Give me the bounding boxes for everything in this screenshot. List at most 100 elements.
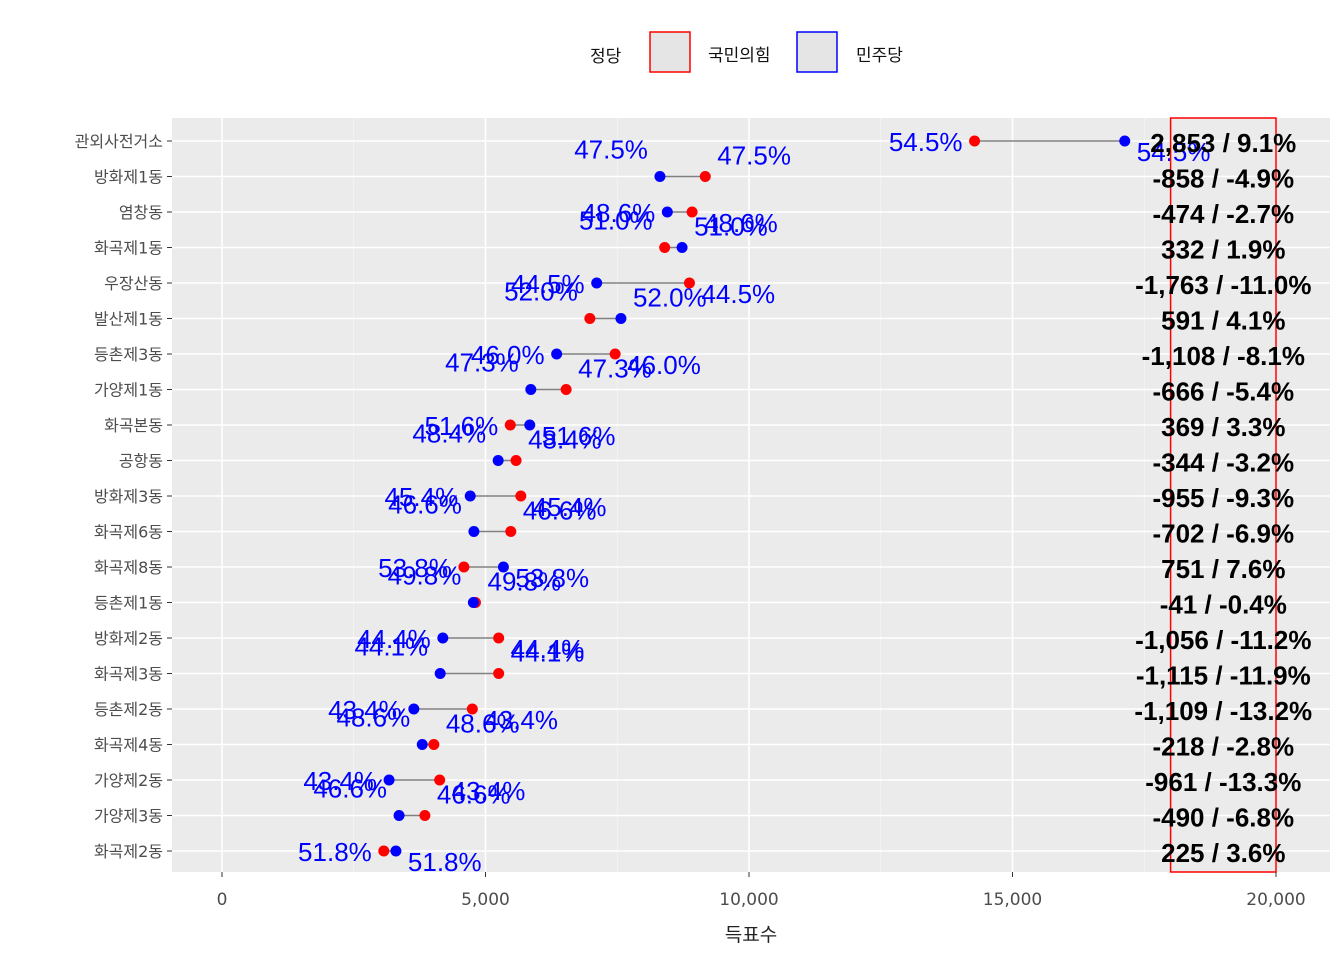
y-tick-label: 화곡제2동 (94, 842, 163, 861)
point-dp (437, 632, 449, 644)
y-tick-label: 화곡본동 (104, 416, 163, 435)
point-dp (676, 242, 688, 253)
pct-label-left: 43.4% (303, 766, 377, 796)
diff-label: -955 / -9.3% (1152, 483, 1294, 513)
pct-label-left: 53.8% (378, 553, 452, 583)
plot-panel (172, 118, 1330, 872)
pct-label-right: 44.1% (511, 638, 585, 668)
point-dp (468, 526, 480, 537)
point-ppp (428, 739, 440, 750)
diff-label: -1,109 / -13.2% (1134, 696, 1312, 726)
pct-label-right: 46.6% (523, 496, 597, 526)
point-dp (1119, 135, 1131, 147)
legend-key-dp (796, 31, 838, 73)
point-ppp (505, 526, 517, 537)
pct-label-right: 48.6% (704, 208, 778, 238)
pct-label-left: 47.5% (574, 135, 648, 165)
pct-label-right: 44.5% (701, 279, 775, 309)
point-ppp (378, 845, 390, 857)
point-ppp (493, 668, 505, 679)
pct-label-left: 49.8% (388, 561, 462, 591)
diff-label: -41 / -0.4% (1160, 590, 1287, 620)
pct-label-right: 46.6% (437, 780, 511, 810)
pct-label-right: 44.4% (511, 634, 585, 664)
pct-label-right: 47.5% (717, 141, 791, 171)
pct-label-right: 51.6% (542, 421, 616, 451)
diff-label: -961 / -13.3% (1145, 767, 1301, 797)
diff-label: -490 / -6.8% (1152, 803, 1294, 833)
y-tick-label: 방화제2동 (94, 629, 163, 648)
diff-label: -666 / -5.4% (1152, 377, 1294, 407)
x-tick-label: 0 (217, 890, 228, 910)
pct-label-right: 51.0% (694, 212, 768, 242)
pct-label-right: 45.4% (533, 492, 607, 522)
point-ppp (493, 632, 505, 644)
diff-label: -1,763 / -11.0% (1135, 270, 1311, 300)
y-tick-label: 화곡제8동 (94, 558, 163, 577)
point-dp (416, 739, 428, 750)
diff-label: -1,056 / -11.2% (1135, 625, 1311, 655)
y-tick-label: 등촌제3동 (94, 345, 163, 364)
x-tick-label: 15,000 (983, 890, 1042, 910)
pct-label-left: 54.5% (889, 127, 963, 157)
point-ppp (504, 419, 516, 431)
pct-label-right: 53.8% (515, 563, 589, 593)
point-ppp (419, 810, 431, 821)
y-tick-label: 가양제3동 (94, 807, 163, 826)
diff-label: -344 / -3.2% (1152, 448, 1294, 478)
pct-label-right: 48.6% (446, 709, 520, 739)
pct-label-left: 44.5% (511, 269, 585, 299)
pct-label-left: 46.6% (388, 490, 462, 520)
point-dp (408, 703, 420, 715)
pct-label-left: 46.0% (471, 340, 545, 370)
data-labels: 54.5% 54.5%47.5% 47.5%48.6% 48.6%51.0% 51.0%… (298, 127, 1210, 877)
diff-label: -218 / -2.8% (1152, 732, 1294, 762)
point-dp (434, 668, 446, 679)
diff-label: 369 / 3.3% (1161, 412, 1285, 442)
point-ppp (458, 561, 470, 573)
pct-label-right: 54.5% (1137, 137, 1211, 167)
y-tick-label: 화곡제6동 (94, 523, 163, 542)
pct-label-left: 48.6% (582, 198, 656, 228)
point-dp (383, 774, 395, 786)
legend: 정당 국민의힘 민주당 (590, 31, 903, 73)
y-tick-label: 가양제2동 (94, 771, 163, 790)
pct-label-left: 46.6% (313, 774, 387, 804)
legend-title: 정당 (590, 47, 622, 67)
diff-label: -474 / -2.7% (1152, 199, 1294, 229)
point-dp (390, 845, 402, 857)
point-ppp (584, 313, 596, 324)
x-axis-title: 득표수 (725, 924, 777, 946)
diff-label: 225 / 3.6% (1161, 838, 1285, 868)
diff-label: 332 / 1.9% (1161, 235, 1285, 265)
y-tick-label: 방화제3동 (94, 487, 163, 506)
pct-label-right: 43.4% (452, 776, 526, 806)
y-axis: 관외사전거소방화제1동염창동화곡제1동우장산동발산제1동등촌제3동가양제1동화곡… (75, 132, 172, 861)
point-dp (525, 384, 537, 395)
point-dp (661, 206, 673, 218)
point-ppp (560, 384, 572, 395)
pct-label-left: 45.4% (384, 482, 458, 512)
y-tick-label: 염창동 (119, 203, 163, 222)
diff-label: -858 / -4.9% (1152, 164, 1294, 194)
x-axis: 0 5,000 10,000 15,000 20,000 (217, 872, 1306, 910)
point-dp (524, 419, 536, 431)
diff-label: -702 / -6.9% (1152, 519, 1294, 549)
data-marks (378, 135, 1131, 857)
point-dp (654, 171, 666, 182)
point-dp (551, 348, 563, 360)
pct-label-right: 47.3% (578, 354, 652, 384)
x-tick-label: 5,000 (461, 890, 510, 910)
x-tick-label: 20,000 (1246, 890, 1305, 910)
pct-label-right: 43.4% (484, 705, 558, 735)
pct-label-right: 49.8% (487, 567, 561, 597)
pct-label-left: 52.0% (504, 277, 578, 307)
pct-label-left: 44.4% (357, 624, 431, 654)
point-dp (497, 561, 509, 573)
point-ppp (659, 242, 671, 253)
point-ppp (466, 703, 478, 715)
y-tick-label: 공항동 (119, 452, 163, 471)
pct-label-right: 48.4% (528, 425, 602, 455)
legend-label-ppp: 국민의힘 (708, 46, 771, 66)
legend-key-ppp (649, 31, 691, 73)
